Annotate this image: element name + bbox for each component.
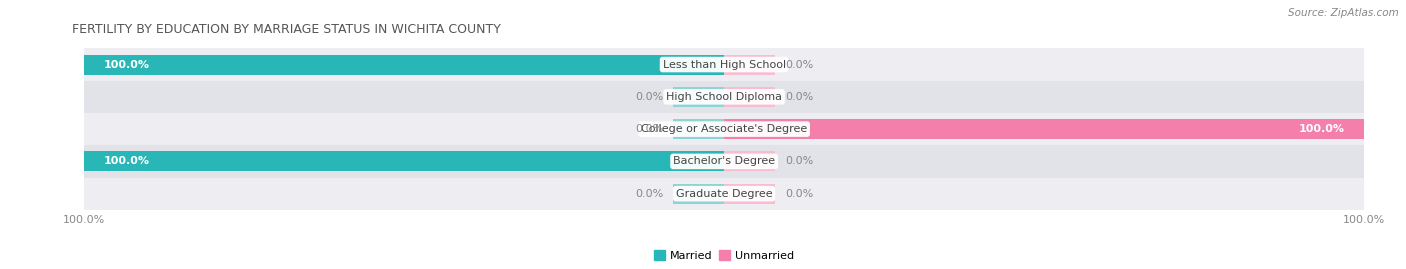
Bar (673, 184, 724, 204)
Text: 100.0%: 100.0% (104, 59, 149, 70)
Text: 0.0%: 0.0% (785, 92, 813, 102)
Text: FERTILITY BY EDUCATION BY MARRIAGE STATUS IN WICHITA COUNTY: FERTILITY BY EDUCATION BY MARRIAGE STATU… (72, 23, 501, 36)
Bar (84, 145, 1364, 178)
Text: Less than High School: Less than High School (662, 59, 786, 70)
Bar (673, 119, 724, 139)
Text: Source: ZipAtlas.com: Source: ZipAtlas.com (1288, 8, 1399, 18)
Bar (84, 81, 1364, 113)
Bar (724, 55, 775, 75)
Bar (84, 178, 1364, 210)
Text: Graduate Degree: Graduate Degree (676, 189, 772, 199)
Bar (724, 119, 1364, 139)
Text: 100.0%: 100.0% (104, 156, 149, 167)
Bar (84, 55, 724, 75)
Bar (724, 151, 775, 171)
Text: 0.0%: 0.0% (636, 189, 664, 199)
Text: College or Associate's Degree: College or Associate's Degree (641, 124, 807, 134)
Bar (724, 87, 775, 107)
Bar (84, 48, 1364, 81)
Text: 100.0%: 100.0% (1299, 124, 1344, 134)
Bar (84, 113, 1364, 145)
Text: Bachelor's Degree: Bachelor's Degree (673, 156, 775, 167)
Text: 0.0%: 0.0% (636, 92, 664, 102)
Text: High School Diploma: High School Diploma (666, 92, 782, 102)
Text: 0.0%: 0.0% (785, 156, 813, 167)
Bar (724, 184, 775, 204)
Text: 0.0%: 0.0% (636, 124, 664, 134)
Legend: Married, Unmarried: Married, Unmarried (650, 246, 799, 266)
Bar (84, 151, 724, 171)
Bar (673, 87, 724, 107)
Text: 0.0%: 0.0% (785, 189, 813, 199)
Text: 0.0%: 0.0% (785, 59, 813, 70)
